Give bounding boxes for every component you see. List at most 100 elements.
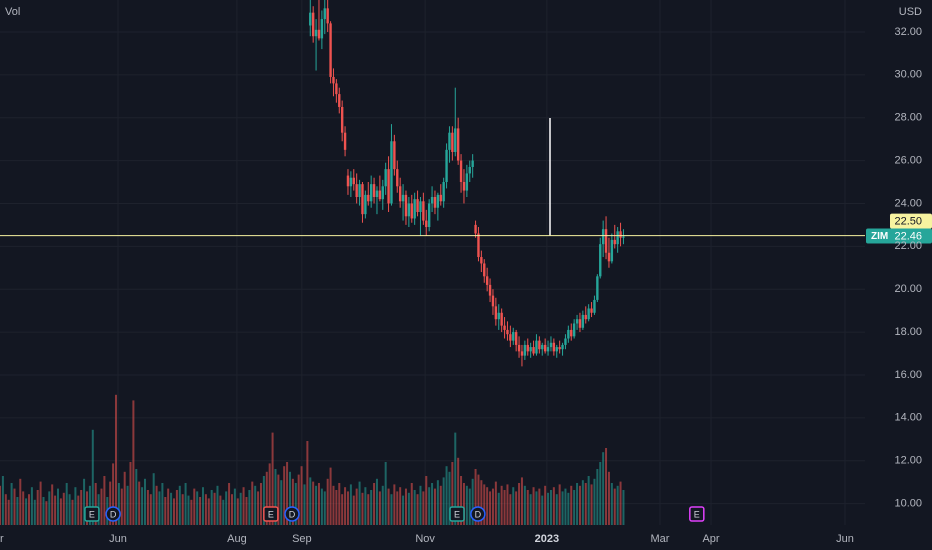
volume-bar (88, 485, 91, 525)
y-tick-label: 30.00 (894, 69, 922, 81)
event-marker[interactable]: D (470, 506, 486, 522)
candle-body (329, 23, 332, 77)
volume-bar (187, 495, 190, 525)
volume-bar (573, 490, 576, 525)
volume-bar (471, 478, 474, 525)
candle-body (474, 224, 477, 234)
volume-bar (30, 487, 33, 525)
candle-body (483, 263, 486, 277)
volume-bar (225, 491, 228, 525)
volume-bar (375, 478, 378, 525)
candle-body (343, 132, 347, 150)
volume-bar (196, 491, 199, 525)
price-value: 22.46 (894, 230, 922, 242)
volume-bar (520, 477, 523, 525)
candle-pane (309, 0, 625, 367)
candle-body (616, 231, 619, 245)
volume-bar (286, 462, 289, 525)
volume-bar (544, 485, 547, 525)
volume-bar (578, 485, 581, 525)
candle-body (410, 203, 413, 219)
volume-bar (309, 477, 312, 525)
volume-bar (352, 495, 355, 525)
volume-bar (344, 487, 347, 525)
volume-bar (607, 471, 610, 525)
volume-bar (210, 490, 213, 525)
event-marker[interactable]: E (449, 506, 465, 522)
volume-bar (204, 494, 207, 525)
candle-body (593, 299, 596, 313)
candle-body (523, 344, 527, 356)
event-marker[interactable]: E (263, 506, 279, 522)
volume-bar (155, 485, 158, 525)
candle-body (607, 252, 611, 262)
y-tick-label: 32.00 (894, 26, 922, 38)
candle-body (468, 166, 471, 174)
candle-body (419, 201, 422, 213)
candle-body (340, 106, 344, 133)
volume-bar (268, 463, 271, 525)
volume-bar (428, 487, 431, 525)
volume-bar (120, 488, 123, 525)
volume-bar (509, 494, 512, 525)
candle-body (425, 220, 428, 228)
volume-bar (564, 488, 567, 525)
candle-body (430, 197, 434, 204)
volume-bar (199, 497, 202, 525)
volume-bar (515, 491, 518, 525)
candle-body (332, 76, 335, 84)
candle-body (549, 342, 553, 348)
candle-body (372, 184, 376, 198)
candle-body (381, 186, 384, 200)
volume-bar (404, 488, 407, 525)
candle-body (587, 308, 590, 320)
volume-bar (613, 488, 616, 525)
event-marker[interactable]: D (105, 506, 121, 522)
volume-bar (393, 484, 396, 525)
volume-bar (361, 492, 364, 525)
candle-body (401, 194, 405, 202)
x-tick-label: Sep (292, 533, 312, 545)
event-marker[interactable]: E (689, 506, 705, 522)
volume-bar (494, 481, 497, 525)
event-label: E (454, 509, 460, 519)
volume-bar (315, 485, 318, 525)
candle-body (558, 347, 561, 350)
x-tick-label: Nov (415, 533, 435, 545)
volume-bar (491, 488, 494, 525)
candle-body (309, 12, 312, 26)
volume-bar (265, 471, 268, 525)
volume-bar (474, 469, 477, 525)
candle-body (604, 229, 608, 253)
overlay: 22.50 ZIM 22.46 E D E D E D E (0, 213, 932, 522)
candle-body (387, 169, 390, 204)
volume-bar (222, 499, 225, 525)
volume-bar (283, 466, 286, 525)
y-tick-label: 10.00 (894, 497, 922, 509)
volume-bar (364, 487, 367, 525)
volume-bar (512, 487, 515, 525)
volume-bar (619, 481, 622, 525)
volume-bar (433, 488, 436, 525)
volume-bar (216, 485, 219, 525)
candle-body (404, 194, 408, 217)
event-marker[interactable]: E (84, 506, 100, 522)
volume-bar (141, 487, 144, 525)
volume-bar (33, 499, 36, 525)
volume-bar (245, 497, 248, 525)
volume-bar (483, 484, 486, 525)
volume-bar (503, 490, 506, 525)
volume-bar (132, 400, 135, 525)
y-tick-label: 26.00 (894, 154, 922, 166)
candle-body (538, 340, 541, 350)
volume-bar (62, 492, 65, 525)
volume-bar (593, 478, 596, 525)
volume-bar (257, 491, 260, 525)
volume-pane (0, 394, 625, 525)
volume-bar (91, 429, 94, 525)
event-marker[interactable]: D (284, 506, 300, 522)
volume-bar (190, 499, 193, 525)
y-tick-label: 16.00 (894, 369, 922, 381)
volume-bar (27, 494, 30, 525)
